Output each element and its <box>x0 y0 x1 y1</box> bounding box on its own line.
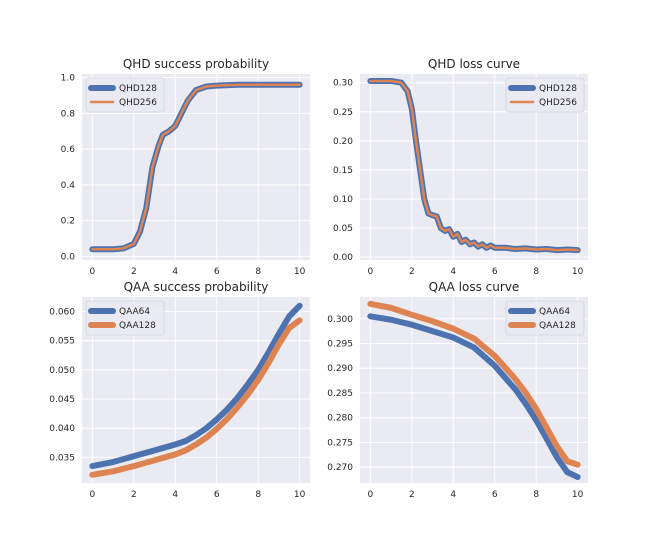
x-tick-label: 2 <box>409 267 415 277</box>
x-tick-label: 4 <box>172 267 178 277</box>
y-tick-label: 0.035 <box>49 453 75 463</box>
y-tick-label: 0.25 <box>333 108 353 118</box>
series-line-qaa64 <box>367 313 581 481</box>
subplot-4: 0 2 4 6 8 10 0.270 0.275 0.280 0.285 0.290 0.295 0.3… <box>327 280 588 500</box>
y-tick-label: 0.275 <box>327 438 353 448</box>
x-tick-label: 0 <box>89 490 95 500</box>
x-tick-label: 6 <box>214 490 220 500</box>
y-tick-label: 0.4 <box>61 181 76 191</box>
y-tick-label: 0.30 <box>333 79 353 89</box>
y-tick-label: 0.15 <box>333 166 353 176</box>
legend-label: QAA64 <box>539 307 570 317</box>
y-tick-label: 0.040 <box>49 424 75 434</box>
x-tick-label: 0 <box>367 267 373 277</box>
legend-label: QAA128 <box>119 321 156 331</box>
x-tick-label: 10 <box>294 267 306 277</box>
subplot-title: QAA success probability <box>124 280 269 294</box>
x-tick-label: 10 <box>572 267 584 277</box>
y-tick-label: 0.280 <box>327 414 353 424</box>
x-tick-label: 2 <box>409 490 415 500</box>
x-tick-label: 0 <box>89 267 95 277</box>
y-tick-label: 0.270 <box>327 463 353 473</box>
legend-label: QAA128 <box>539 321 576 331</box>
legend: QHD128 QHD256 <box>85 77 165 113</box>
subplot-title: QAA loss curve <box>429 280 520 294</box>
subplot-1: 0 2 4 6 8 10 0.0 0.2 0.4 0.6 0.8 1.0 QHD success pro… <box>61 57 310 277</box>
x-tick-label: 4 <box>450 490 456 500</box>
legend-label: QHD128 <box>539 84 577 94</box>
x-tick-label: 10 <box>572 490 584 500</box>
legend-label: QAA64 <box>119 307 150 317</box>
y-tick-label: 0.060 <box>49 308 75 318</box>
y-tick-label: 0.2 <box>61 217 75 227</box>
subplot-2: 0 2 4 6 8 10 0.00 0.05 0.10 0.15 0.20 0.25 0.30 QHD l… <box>333 57 588 277</box>
x-tick-label: 2 <box>131 267 137 277</box>
series-line-qaa128 <box>367 300 581 468</box>
x-tick-label: 6 <box>214 267 220 277</box>
x-tick-label: 0 <box>367 490 373 500</box>
y-tick-label: 0.285 <box>327 389 353 399</box>
subplot-3: 0 2 4 6 8 10 0.035 0.040 0.045 0.050 0.055 0.060 QAA… <box>49 280 310 500</box>
series-line-qhd256 <box>369 79 579 252</box>
y-tick-label: 0.050 <box>49 366 75 376</box>
y-tick-label: 0.05 <box>333 224 353 234</box>
x-tick-label: 6 <box>492 267 498 277</box>
y-tick-label: 0.045 <box>49 395 75 405</box>
y-tick-label: 0.8 <box>61 109 76 119</box>
y-tick-label: 0.295 <box>327 340 353 350</box>
subplot-title: QHD success probability <box>123 57 269 71</box>
x-tick-label: 2 <box>131 490 137 500</box>
y-tick-label: 0.20 <box>333 137 353 147</box>
x-tick-label: 8 <box>255 490 261 500</box>
y-tick-label: 0.6 <box>61 145 76 155</box>
y-tick-label: 1.0 <box>61 74 76 84</box>
y-tick-label: 0.055 <box>49 337 75 347</box>
y-tick-label: 0.0 <box>61 252 76 262</box>
series-line-qaa128 <box>89 317 303 478</box>
x-tick-label: 8 <box>533 267 539 277</box>
x-tick-label: 8 <box>255 267 261 277</box>
x-tick-label: 8 <box>533 490 539 500</box>
x-tick-label: 6 <box>492 490 498 500</box>
y-tick-label: 0.00 <box>333 253 353 263</box>
series-line-qaa64 <box>89 302 303 470</box>
legend-label: QHD256 <box>119 98 157 108</box>
legend: QHD128 QHD256 <box>505 77 585 113</box>
series-line-qhd256 <box>91 83 301 251</box>
x-tick-label: 4 <box>450 267 456 277</box>
legend: QAA64 QAA128 <box>85 300 165 336</box>
x-tick-label: 10 <box>294 490 306 500</box>
legend: QAA64 QAA128 <box>505 300 585 336</box>
legend-label: QHD256 <box>539 98 577 108</box>
y-tick-label: 0.290 <box>327 364 353 374</box>
y-tick-label: 0.10 <box>333 195 353 205</box>
y-tick-label: 0.300 <box>327 315 353 325</box>
x-tick-label: 4 <box>172 490 178 500</box>
subplot-title: QHD loss curve <box>428 57 520 71</box>
legend-label: QHD128 <box>119 84 157 94</box>
